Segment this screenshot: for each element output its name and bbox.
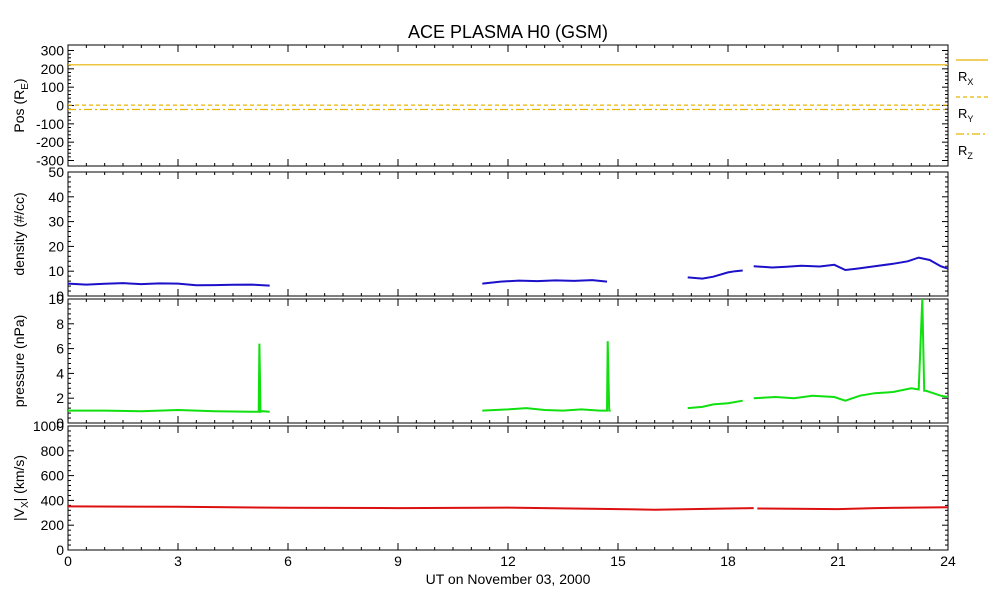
y-tick-label: 20 [48,238,64,254]
series-line-vx-1 [757,506,949,511]
legend-label-2: RZ [958,143,973,161]
y-tick-label: 4 [56,365,64,381]
y-axis-label: Pos (RE) [11,78,31,132]
legend-label-0: RX [958,69,973,87]
panel-frame [67,298,949,424]
y-tick-label: 10 [48,291,64,307]
y-tick-label: 400 [41,492,65,508]
y-tick-label: 6 [56,341,64,357]
x-tick-label: 24 [940,553,956,569]
panel-frame [67,44,949,167]
y-axis-label: pressure (nPa) [11,315,27,408]
y-tick-label: 0 [56,542,64,558]
panel-position: -300 -200 -100 0 100 200 300 Pos (RE) RX RY RZ [11,43,988,169]
y-tick-label: -300 [36,153,64,169]
series-line-density-2 [687,269,743,280]
y-tick-label: 50 [48,164,64,180]
x-tick-label: 6 [284,553,292,569]
y-tick-label: 2 [56,390,64,406]
series-line-density-1 [482,279,608,285]
panel-pressure: 0 2 4 6 8 10 pressure (nPa) [11,291,949,431]
series-line-pressure-0 [68,343,270,414]
panel-frame [67,171,949,297]
x-tick-label: 9 [394,553,402,569]
x-tick-label: 3 [174,553,182,569]
y-tick-label: 600 [41,468,65,484]
x-tick-label: 15 [610,553,626,569]
series-line-pressure-2 [687,399,743,410]
panel-frame [67,425,949,551]
series-line-pressure-3 [753,298,949,402]
series-line-density-0 [67,282,270,287]
y-tick-label: 0 [56,415,64,431]
x-tick-label: 21 [830,553,846,569]
y-tick-label: 30 [48,214,64,230]
figure-title: ACE PLASMA H0 (GSM) [408,22,608,42]
y-tick-label: -200 [36,134,64,150]
y-tick-label: -100 [36,116,64,132]
y-tick-label: 0 [56,98,64,114]
y-axis-label: |VX| (km/s) [11,455,31,521]
y-tick-label: 40 [48,189,64,205]
y-tick-label: 200 [41,517,65,533]
y-tick-label: 800 [41,443,65,459]
series-line-pressure-1 [482,341,611,412]
series-line-vx-0 [67,505,754,511]
y-tick-label: 0 [56,288,64,304]
x-tick-label: 0 [64,553,72,569]
y-tick-label: 100 [41,79,65,95]
y-tick-label: 8 [56,316,64,332]
y-tick-label: 10 [48,263,64,279]
y-tick-label: 200 [41,61,65,77]
legend-label-1: RY [958,106,973,124]
y-tick-label: 1000 [33,418,64,434]
x-tick-label: 18 [720,553,736,569]
y-tick-label: 300 [41,43,65,59]
y-axis-label: density (#/cc) [11,192,27,275]
x-axis-label: UT on November 03, 2000 [426,571,591,587]
series-line-density-3 [753,256,949,272]
x-tick-label: 12 [500,553,516,569]
